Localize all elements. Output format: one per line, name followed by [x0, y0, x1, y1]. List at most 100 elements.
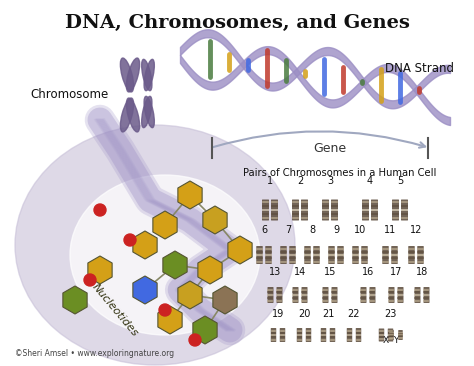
Polygon shape: [133, 276, 157, 304]
Circle shape: [189, 334, 201, 346]
FancyBboxPatch shape: [256, 246, 263, 255]
Text: DNA Strand: DNA Strand: [385, 61, 455, 75]
FancyBboxPatch shape: [313, 255, 320, 264]
Text: 9: 9: [333, 225, 339, 235]
FancyBboxPatch shape: [331, 287, 337, 295]
Ellipse shape: [144, 59, 155, 91]
FancyBboxPatch shape: [337, 246, 344, 255]
FancyBboxPatch shape: [392, 210, 399, 220]
FancyBboxPatch shape: [371, 199, 378, 209]
FancyBboxPatch shape: [356, 328, 361, 335]
FancyBboxPatch shape: [330, 335, 335, 342]
Ellipse shape: [70, 175, 260, 335]
FancyBboxPatch shape: [414, 287, 420, 295]
Ellipse shape: [142, 59, 152, 91]
Text: 18: 18: [416, 267, 428, 277]
Text: 16: 16: [362, 267, 374, 277]
FancyBboxPatch shape: [262, 199, 269, 209]
FancyBboxPatch shape: [398, 295, 403, 303]
Polygon shape: [163, 251, 187, 279]
FancyBboxPatch shape: [362, 199, 369, 209]
Ellipse shape: [15, 125, 295, 365]
Ellipse shape: [144, 96, 155, 128]
FancyBboxPatch shape: [262, 210, 269, 220]
Text: 21: 21: [322, 309, 334, 319]
FancyBboxPatch shape: [292, 287, 299, 295]
FancyBboxPatch shape: [362, 210, 369, 220]
FancyBboxPatch shape: [271, 210, 278, 220]
FancyBboxPatch shape: [331, 210, 338, 220]
FancyBboxPatch shape: [361, 295, 366, 303]
FancyBboxPatch shape: [313, 246, 320, 255]
FancyBboxPatch shape: [271, 199, 278, 209]
Text: 17: 17: [390, 267, 402, 277]
FancyBboxPatch shape: [267, 287, 273, 295]
FancyBboxPatch shape: [265, 255, 272, 264]
FancyBboxPatch shape: [389, 295, 394, 303]
Polygon shape: [228, 236, 252, 264]
FancyBboxPatch shape: [391, 246, 398, 255]
Text: 13: 13: [269, 267, 281, 277]
Polygon shape: [88, 256, 112, 284]
Circle shape: [94, 204, 106, 216]
Text: 11: 11: [384, 225, 396, 235]
FancyBboxPatch shape: [304, 255, 311, 264]
FancyBboxPatch shape: [292, 199, 299, 209]
Text: 6: 6: [261, 225, 267, 235]
FancyBboxPatch shape: [356, 335, 361, 342]
FancyBboxPatch shape: [267, 295, 273, 303]
FancyBboxPatch shape: [401, 210, 408, 220]
Polygon shape: [203, 206, 227, 234]
FancyBboxPatch shape: [276, 295, 283, 303]
FancyArrowPatch shape: [213, 131, 425, 147]
Text: Pairs of Chromosomes in a Human Cell: Pairs of Chromosomes in a Human Cell: [243, 168, 437, 178]
Text: 1: 1: [267, 176, 273, 186]
Text: 5: 5: [397, 176, 403, 186]
Text: 15: 15: [324, 267, 336, 277]
Text: 4: 4: [367, 176, 373, 186]
Polygon shape: [198, 256, 222, 284]
FancyBboxPatch shape: [379, 335, 384, 341]
Text: Chromosome: Chromosome: [30, 89, 108, 101]
FancyBboxPatch shape: [389, 287, 394, 295]
FancyBboxPatch shape: [391, 255, 398, 264]
FancyBboxPatch shape: [337, 255, 344, 264]
FancyBboxPatch shape: [392, 199, 399, 209]
FancyBboxPatch shape: [371, 210, 378, 220]
FancyBboxPatch shape: [321, 335, 326, 342]
Polygon shape: [63, 286, 87, 314]
Text: Gene: Gene: [313, 142, 346, 154]
FancyBboxPatch shape: [382, 246, 389, 255]
FancyBboxPatch shape: [361, 246, 368, 255]
FancyBboxPatch shape: [280, 335, 285, 342]
FancyBboxPatch shape: [265, 246, 272, 255]
Polygon shape: [133, 231, 157, 259]
FancyBboxPatch shape: [389, 330, 394, 335]
FancyBboxPatch shape: [417, 255, 424, 264]
FancyBboxPatch shape: [292, 295, 299, 303]
Circle shape: [124, 234, 136, 246]
FancyBboxPatch shape: [304, 246, 311, 255]
FancyBboxPatch shape: [256, 255, 263, 264]
FancyBboxPatch shape: [352, 246, 359, 255]
FancyBboxPatch shape: [301, 199, 308, 209]
FancyBboxPatch shape: [414, 295, 420, 303]
Text: 22: 22: [348, 309, 360, 319]
FancyBboxPatch shape: [289, 255, 296, 264]
FancyBboxPatch shape: [322, 199, 329, 209]
Text: DNA, Chromosomes, and Genes: DNA, Chromosomes, and Genes: [64, 14, 410, 32]
FancyBboxPatch shape: [292, 210, 299, 220]
Polygon shape: [178, 181, 202, 209]
FancyBboxPatch shape: [289, 246, 296, 255]
FancyBboxPatch shape: [347, 335, 352, 342]
FancyBboxPatch shape: [297, 335, 302, 342]
Ellipse shape: [120, 58, 134, 92]
FancyBboxPatch shape: [352, 255, 359, 264]
Text: 2: 2: [297, 176, 303, 186]
Ellipse shape: [127, 58, 140, 92]
FancyBboxPatch shape: [331, 199, 338, 209]
FancyBboxPatch shape: [398, 335, 403, 340]
FancyBboxPatch shape: [408, 246, 415, 255]
Text: Y: Y: [393, 336, 399, 345]
FancyBboxPatch shape: [361, 287, 366, 295]
